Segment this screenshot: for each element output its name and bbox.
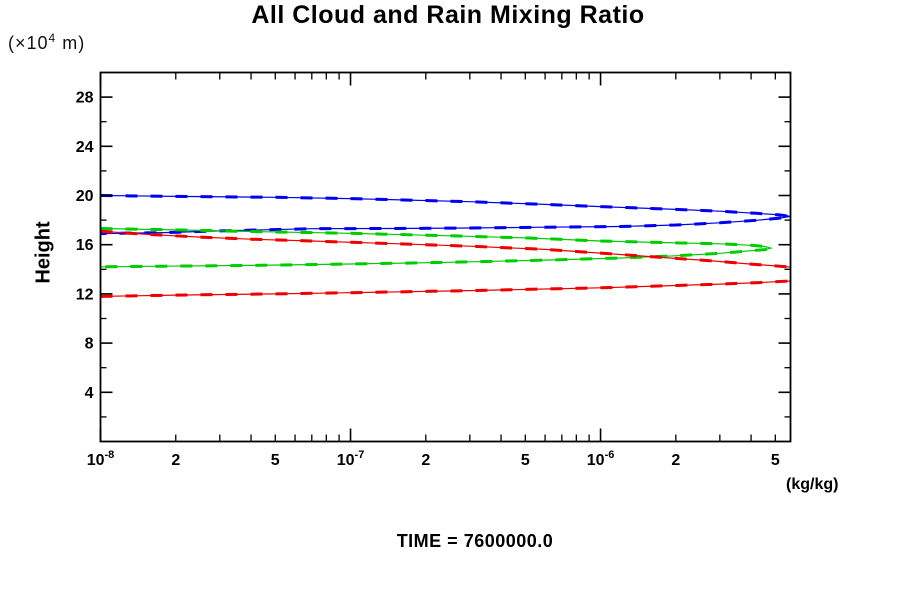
x-tick-label-10e-8: 10-8 — [87, 449, 115, 469]
series-blue-profile — [100, 194, 791, 236]
x-axis-unit-label: (kg/kg) — [786, 476, 839, 493]
x-tick-label-2x2e-7: 2 — [421, 452, 430, 469]
y-tick-label-24: 24 — [76, 139, 94, 156]
y-axis-unit-exponent: 4 — [48, 31, 57, 45]
y-tick-label-4: 4 — [85, 385, 94, 402]
series-green-profile — [100, 227, 777, 269]
y-tick-label-12: 12 — [76, 286, 94, 303]
x-tick-label-10e-6: 10-6 — [587, 449, 615, 469]
y-axis-tick-labels: 4 8 12 16 20 24 28 — [76, 90, 94, 402]
x-axis-ticks — [99, 72, 776, 442]
y-axis-unit-label: (×104 m) — [8, 31, 85, 54]
y-tick-label-20: 20 — [76, 188, 94, 205]
y-axis-title: Height — [32, 221, 55, 284]
series-blue-profile-line — [100, 194, 791, 236]
y-tick-label-8: 8 — [85, 336, 94, 353]
x-tick-label-2x2e-8: 2 — [171, 452, 180, 469]
y-tick-label-16: 16 — [76, 237, 94, 254]
x-tick-label-5x5e-7: 5 — [521, 452, 530, 469]
x-tick-label-2x0.000002: 2 — [671, 452, 680, 469]
x-tick-label-5x5e-8: 5 — [271, 452, 280, 469]
y-axis-unit-prefix: (×10 — [8, 33, 49, 53]
x-axis-tick-labels: 10-8 10-7 10-6 2 5 2 5 2 5 — [87, 449, 780, 469]
chart-title: All Cloud and Rain Mixing Ratio — [251, 1, 645, 29]
series-red-profile-line — [100, 279, 791, 298]
time-caption: TIME = 7600000.0 — [396, 531, 554, 551]
x-tick-label-10e-7: 10-7 — [337, 449, 365, 469]
series-red-profile-line — [100, 229, 791, 269]
series-red-profile — [100, 229, 791, 298]
y-tick-label-28: 28 — [76, 90, 94, 107]
plot-border — [99, 71, 792, 443]
x-tick-label-5x0.000005: 5 — [771, 452, 780, 469]
y-axis-ticks — [100, 96, 791, 418]
series-green-profile-line — [100, 227, 777, 269]
y-axis-unit-suffix: m) — [56, 33, 86, 53]
